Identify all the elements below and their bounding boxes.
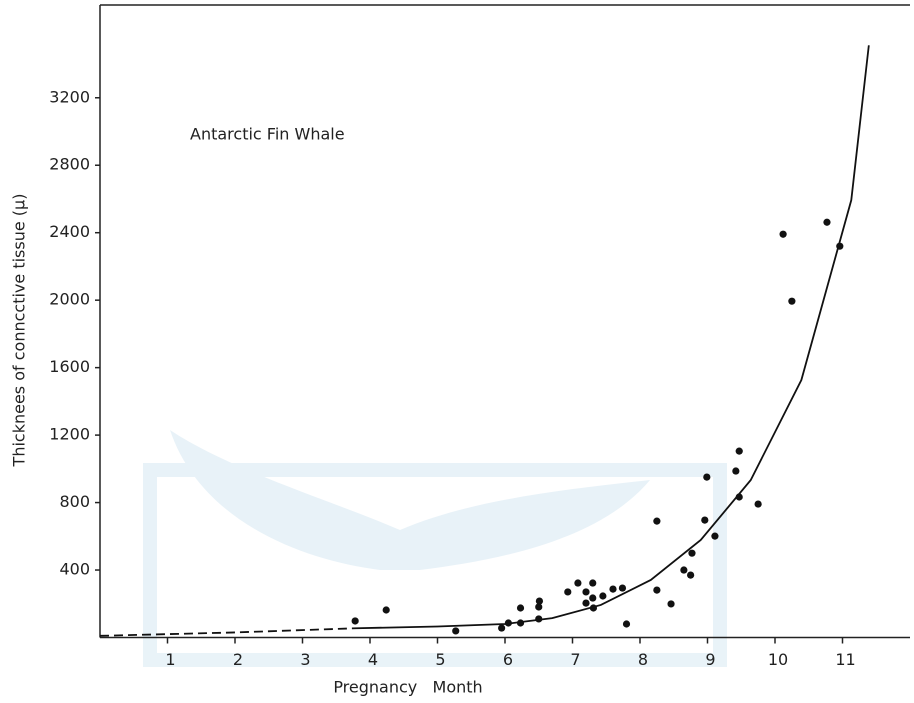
y-tick-label: 800 [59,492,90,511]
data-point [582,599,590,607]
x-tick-label: 7 [570,650,580,669]
x-tick-label: 2 [233,650,243,669]
fit-curve [356,45,870,630]
x-tick-label: 1 [165,650,175,669]
x-tick-label: 3 [300,650,310,669]
data-point [680,566,688,574]
y-axis-label: Thicknees of conncctive tissue (μ) [10,194,29,468]
x-tick-label: 5 [435,650,445,669]
y-tick-label: 3200 [49,87,90,106]
y-tick-label: 1600 [49,357,90,376]
annotation: Antarctic Fin Whale [190,125,345,144]
data-point [735,493,743,501]
data-point [535,603,543,611]
x-tick-label: 11 [835,650,855,669]
data-point [688,549,696,557]
x-axis-label: Pregnancy Month [333,678,482,697]
data-point [382,606,390,614]
data-point [599,592,607,600]
data-point [653,586,661,594]
data-point [589,604,598,612]
data-point [618,584,627,592]
data-point [687,571,695,579]
data-point [667,600,675,608]
y-tick-label: 400 [59,560,90,579]
data-point [589,579,597,587]
x-tick-label: 10 [768,650,788,669]
data-point [452,627,460,635]
data-point [836,242,844,250]
data-point [732,467,740,475]
watermark [143,430,727,667]
data-point [823,218,831,226]
y-tick-label: 1200 [49,425,90,444]
data-point [609,585,617,593]
data-point [535,615,543,623]
data-point [351,617,359,625]
y-tick-label: 2800 [49,155,90,174]
data-point [582,588,590,596]
data-point [735,447,743,455]
x-tick-label: 4 [368,650,378,669]
data-point [711,532,719,540]
data-point [779,230,787,238]
data-point [622,620,631,628]
data-point [516,604,525,612]
y-tick-label: 2400 [49,222,90,241]
fit-curve [99,627,357,637]
data-point [589,594,597,602]
data-point [788,297,796,305]
y-tick-label: 2000 [49,290,90,309]
data-point [498,624,506,632]
x-tick-label: 9 [705,650,715,669]
data-point [653,517,661,525]
data-point [703,473,711,481]
x-tick-label: 8 [638,650,648,669]
data-point [504,619,512,627]
data-point [701,516,709,524]
data-point [754,500,762,508]
x-tick-label: 6 [503,650,513,669]
data-point [535,597,544,605]
data-point [564,588,572,596]
data-point [574,579,582,587]
data-point [516,619,525,627]
